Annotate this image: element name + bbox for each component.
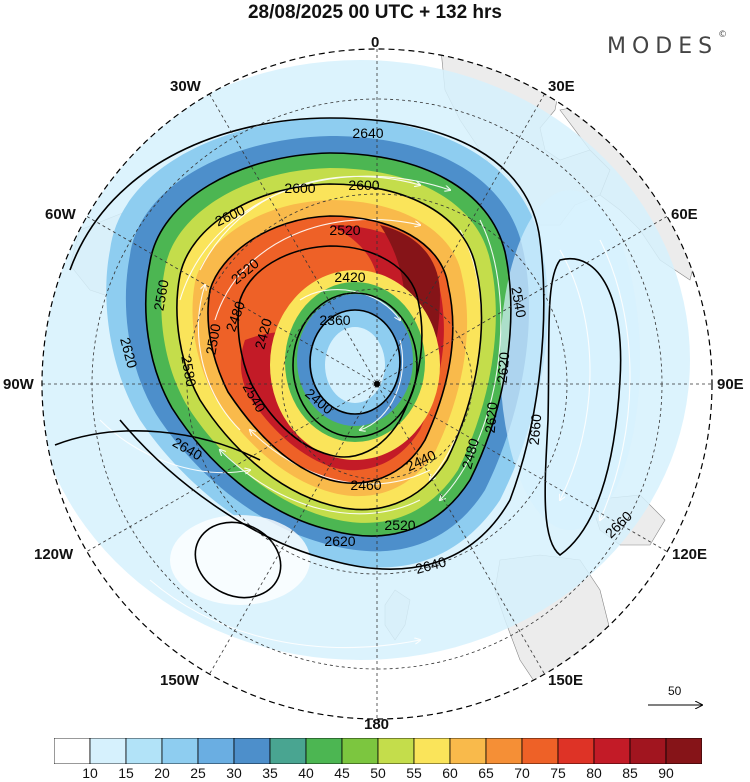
colorbar-swatch	[305, 738, 343, 764]
contour-label: 2660	[526, 413, 545, 446]
contour-label: 2520	[384, 517, 415, 533]
colorbar-swatch	[449, 738, 487, 764]
colorbar-tick-label: 65	[478, 765, 494, 781]
contour-label: 2520	[329, 222, 360, 238]
colorbar-swatch	[197, 738, 235, 764]
colorbar-swatch	[233, 738, 271, 764]
contour-label: 2620	[117, 336, 141, 370]
contour-label: 2640	[414, 553, 448, 577]
colorbar-swatch	[557, 738, 595, 764]
lon-label-150w: 150W	[160, 672, 200, 689]
lon-label-120w: 120W	[34, 546, 74, 563]
lon-label-90w: 90W	[3, 376, 34, 393]
colorbar-tick-label: 45	[334, 765, 350, 781]
height-contours	[54, 117, 622, 599]
colorbar-swatch	[341, 738, 379, 764]
contour-label: 2600	[284, 180, 315, 196]
contour-label: 2560	[150, 278, 171, 312]
pole-dot	[374, 381, 380, 387]
contour-label: 2540	[508, 285, 529, 319]
lon-label-150e: 150E	[548, 672, 584, 689]
lon-label-30e: 30E	[548, 78, 575, 95]
lon-label-30w: 30W	[170, 78, 201, 95]
contour-label: 2620	[324, 533, 355, 549]
contour-label: 2420	[251, 316, 275, 350]
colorbar-tick-label: 15	[118, 765, 134, 781]
colorbar-swatch	[377, 738, 415, 764]
colorbar-swatch	[54, 738, 91, 764]
colorbar-tick-label: 40	[298, 765, 314, 781]
colorbar-swatch	[485, 738, 523, 764]
contour-label: 2620	[482, 401, 501, 434]
contour-label: 2500	[202, 322, 223, 356]
contour-label: 2360	[319, 312, 350, 328]
reference-vector-label: 50	[668, 684, 682, 698]
colorbar-swatch	[521, 738, 559, 764]
colorbar-tick-label: 25	[190, 765, 206, 781]
colorbar-swatch	[413, 738, 451, 764]
colorbar	[54, 738, 702, 764]
graticule	[42, 49, 712, 719]
lon-label-180: 180	[364, 716, 390, 733]
lon-label-60w: 60W	[45, 206, 76, 223]
contour-label: 2580	[178, 354, 199, 388]
contour-label: 2640	[352, 125, 383, 141]
contour-label: 2480	[458, 436, 482, 470]
colorbar-swatch	[125, 738, 163, 764]
lon-label-120e: 120E	[672, 546, 708, 563]
colorbar-swatch	[161, 738, 199, 764]
colorbar-swatch	[629, 738, 667, 764]
colorbar-tick-label: 30	[226, 765, 242, 781]
lon-label-60e: 60E	[671, 206, 698, 223]
colorbar-tick-label: 90	[658, 765, 674, 781]
colorbar-swatch	[665, 738, 702, 764]
brand-logo: MODES©	[607, 30, 728, 59]
contour-label: 2600	[348, 177, 379, 193]
colorbar-tick-label: 75	[550, 765, 566, 781]
colorbar-tick-label: 80	[586, 765, 602, 781]
contour-label: 2460	[350, 477, 381, 493]
contour-label: 2420	[334, 269, 365, 285]
colorbar-swatch	[269, 738, 307, 764]
colorbar-swatch	[593, 738, 631, 764]
colorbar-tick-label: 85	[622, 765, 638, 781]
colorbar-tick-label: 70	[514, 765, 530, 781]
colorbar-tick-label: 50	[370, 765, 386, 781]
colorbar-tick-label: 60	[442, 765, 458, 781]
wind-speed-shading	[42, 60, 690, 660]
colorbar-tick-label: 20	[154, 765, 170, 781]
colorbar-swatch	[89, 738, 127, 764]
colorbar-tick-label: 55	[406, 765, 422, 781]
lon-label-0: 0	[371, 34, 380, 51]
colorbar-tick-label: 10	[82, 765, 98, 781]
map-title: 28/08/2025 00 UTC + 132 hrs	[247, 2, 503, 23]
colorbar-tick-label: 35	[262, 765, 278, 781]
contour-label: 2620	[494, 351, 513, 384]
lon-label-90e: 90E	[717, 376, 744, 393]
map-boundary	[41, 48, 713, 720]
